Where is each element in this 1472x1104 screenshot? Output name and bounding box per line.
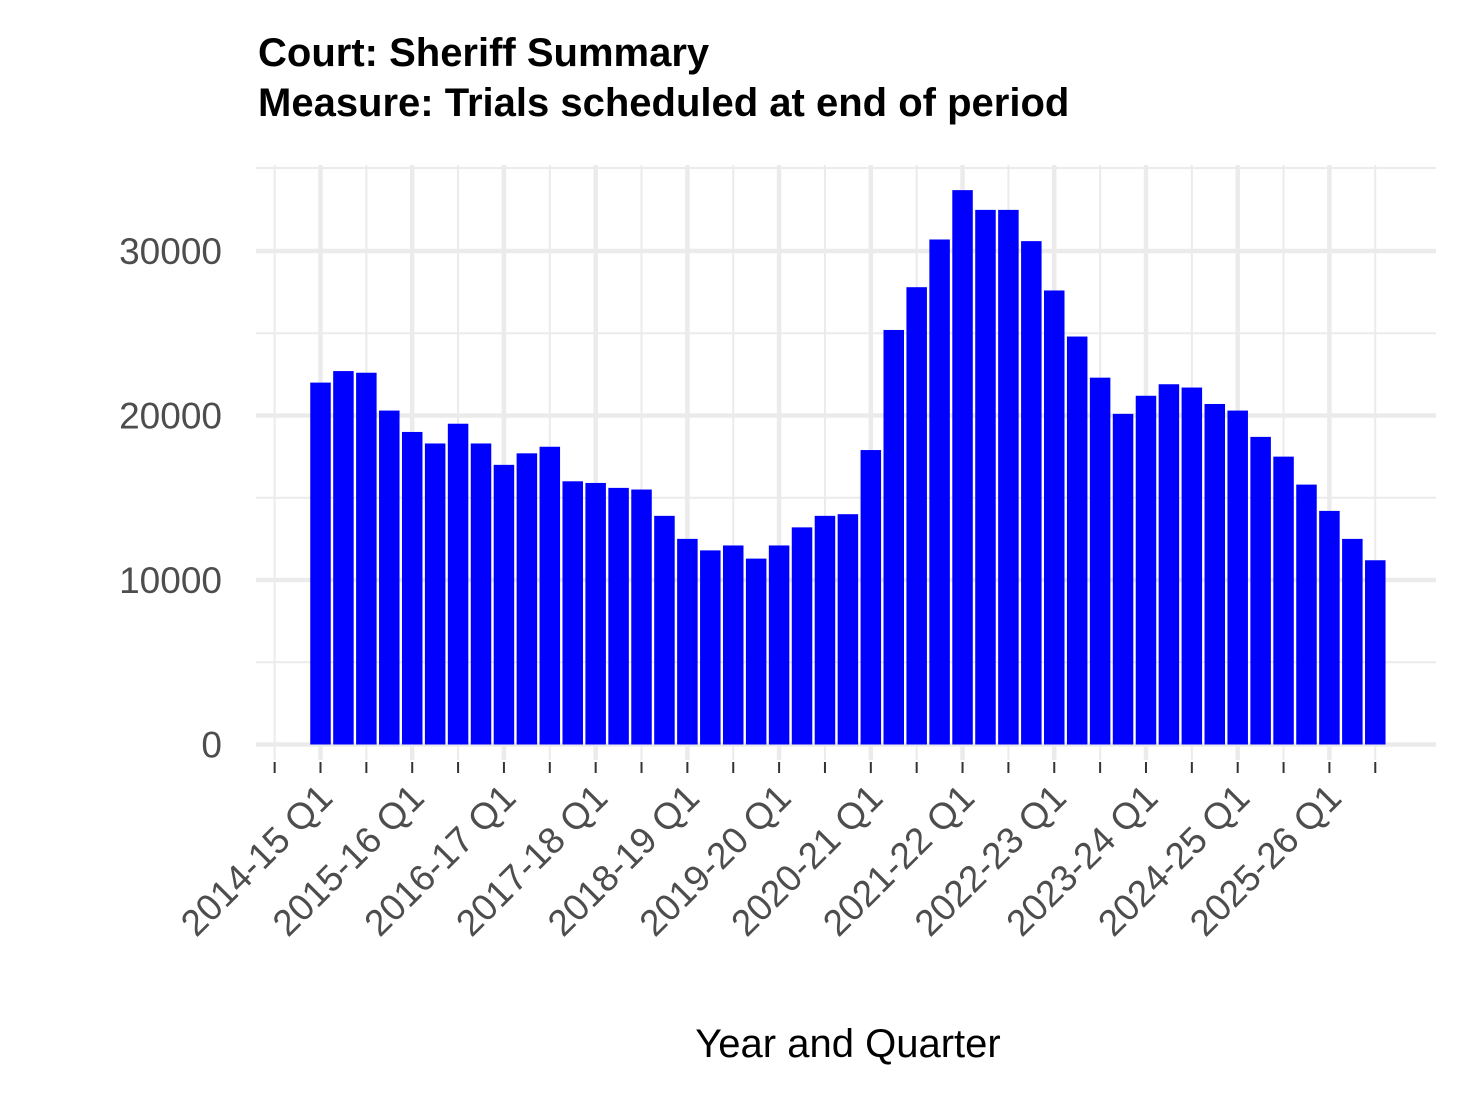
bar — [539, 446, 561, 745]
y-tick-label: 10000 — [119, 560, 222, 601]
bar — [1365, 560, 1386, 745]
x-axis-title: Year and Quarter — [695, 1022, 1000, 1066]
bar — [883, 329, 904, 745]
bar — [1066, 336, 1088, 745]
y-tick-label: 0 — [201, 725, 222, 766]
bar — [310, 382, 331, 745]
bar — [1112, 413, 1134, 745]
bar — [814, 515, 836, 745]
bar — [791, 527, 813, 745]
chart-subtitle: Measure: Trials scheduled at end of peri… — [258, 81, 1069, 125]
bar — [929, 239, 950, 745]
bar — [677, 538, 698, 745]
bar — [998, 209, 1019, 745]
bar — [562, 481, 583, 745]
bar — [952, 190, 973, 745]
bars — [310, 190, 1386, 745]
bar — [1204, 403, 1226, 745]
bar — [585, 482, 606, 745]
bar — [654, 515, 675, 745]
bar — [470, 443, 492, 745]
bar — [1273, 456, 1294, 745]
bar — [516, 453, 538, 745]
bar — [700, 550, 721, 745]
bar — [1181, 387, 1203, 745]
chart-title: Court: Sheriff Summary — [258, 31, 710, 75]
bar — [1044, 290, 1065, 745]
bar — [1158, 384, 1180, 745]
bar — [906, 287, 927, 745]
bar — [1021, 241, 1042, 745]
bar — [356, 372, 377, 745]
bar — [1227, 410, 1248, 745]
bar — [447, 423, 469, 745]
bar — [631, 489, 652, 745]
bar — [493, 464, 515, 745]
bar — [424, 443, 446, 745]
bar — [608, 487, 629, 745]
bar — [333, 371, 354, 745]
bar — [768, 545, 790, 745]
bar — [837, 514, 859, 745]
bar — [975, 209, 996, 745]
bar — [1342, 538, 1363, 745]
bar — [722, 545, 744, 745]
bar — [1319, 510, 1340, 745]
bar — [745, 558, 767, 745]
bar — [1296, 484, 1317, 745]
bar — [860, 450, 882, 745]
bar — [401, 431, 423, 745]
bar — [1135, 395, 1157, 745]
y-axis-ticks: 0 10000 20000 30000 — [119, 231, 222, 766]
bar — [379, 410, 400, 745]
y-tick-label: 30000 — [119, 231, 222, 272]
y-tick-label: 20000 — [119, 396, 222, 437]
bar — [1250, 436, 1271, 745]
bar — [1089, 377, 1111, 745]
